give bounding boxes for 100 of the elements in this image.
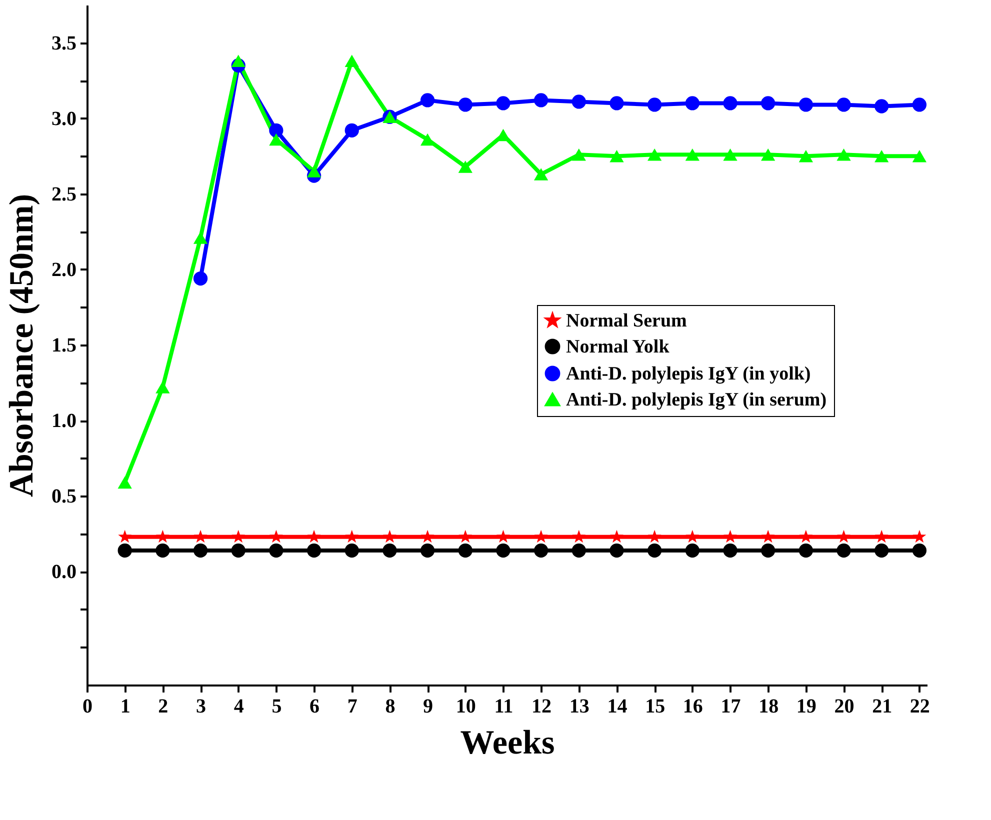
point bbox=[912, 150, 927, 162]
x-tick-label: 19 bbox=[796, 696, 816, 718]
x-tick-label: 10 bbox=[456, 696, 476, 718]
point bbox=[837, 530, 850, 543]
point bbox=[685, 148, 700, 161]
point bbox=[307, 530, 321, 543]
point bbox=[761, 96, 776, 110]
point bbox=[420, 543, 435, 558]
point bbox=[686, 530, 700, 543]
x-tick-label: 11 bbox=[494, 696, 514, 718]
x-axis-title: Weeks bbox=[460, 724, 555, 762]
x-tick-label: 21 bbox=[872, 696, 892, 718]
point bbox=[534, 168, 548, 180]
point bbox=[232, 530, 246, 543]
y-tick-label: 2.5 bbox=[52, 183, 76, 206]
point bbox=[344, 123, 359, 138]
x-tick-label: 9 bbox=[423, 696, 434, 718]
point bbox=[420, 133, 435, 146]
point bbox=[836, 543, 851, 558]
point bbox=[496, 543, 510, 558]
legend-label: Anti-D. polylepis IgY (in yolk) bbox=[566, 364, 811, 384]
point bbox=[193, 271, 208, 286]
point bbox=[610, 543, 624, 558]
y-tick-label: 1.0 bbox=[52, 410, 76, 432]
point bbox=[836, 148, 851, 161]
point bbox=[647, 148, 662, 161]
point bbox=[647, 543, 662, 558]
x-tick-label: 15 bbox=[645, 696, 666, 718]
point bbox=[572, 148, 586, 161]
point bbox=[269, 123, 284, 138]
point bbox=[761, 148, 776, 161]
point bbox=[723, 96, 738, 110]
point bbox=[193, 543, 208, 558]
point bbox=[685, 543, 700, 558]
y-tick-label: 2.0 bbox=[52, 258, 76, 281]
point bbox=[231, 543, 246, 558]
point bbox=[648, 530, 662, 543]
y-tick-label: 1.5 bbox=[52, 334, 76, 356]
point bbox=[345, 530, 359, 543]
point bbox=[118, 476, 132, 489]
point bbox=[572, 543, 586, 558]
point bbox=[874, 150, 889, 162]
point bbox=[610, 150, 624, 162]
point bbox=[724, 530, 737, 543]
point bbox=[798, 150, 813, 162]
point bbox=[685, 96, 700, 110]
point bbox=[382, 543, 397, 558]
point bbox=[761, 543, 776, 558]
point bbox=[572, 94, 586, 109]
point bbox=[382, 530, 396, 543]
point bbox=[420, 530, 434, 543]
point bbox=[761, 530, 775, 543]
point bbox=[194, 530, 208, 543]
point bbox=[118, 543, 132, 558]
x-tick-label: 0 bbox=[82, 696, 92, 718]
point bbox=[534, 530, 548, 543]
x-tick-label: 14 bbox=[607, 696, 628, 718]
point bbox=[156, 543, 170, 558]
point bbox=[458, 98, 472, 112]
legend-label: Normal Yolk bbox=[566, 336, 670, 358]
point bbox=[912, 530, 926, 543]
point bbox=[496, 96, 510, 110]
point bbox=[118, 530, 132, 543]
point bbox=[798, 98, 813, 112]
point bbox=[231, 54, 246, 68]
x-tick-label: 17 bbox=[720, 696, 741, 718]
point bbox=[874, 99, 889, 114]
point bbox=[269, 530, 283, 543]
point bbox=[420, 93, 435, 108]
x-tick-label: 2 bbox=[158, 696, 168, 718]
y-tick-label: 0.5 bbox=[52, 486, 76, 508]
point bbox=[610, 96, 624, 110]
x-tick-label: 1 bbox=[120, 696, 130, 718]
point bbox=[269, 543, 284, 558]
point bbox=[647, 98, 662, 112]
x-tick-label: 22 bbox=[910, 696, 930, 718]
point bbox=[306, 543, 322, 558]
x-tick-label: 16 bbox=[682, 696, 703, 718]
x-tick-label: 7 bbox=[347, 696, 358, 718]
point bbox=[912, 98, 927, 112]
point bbox=[458, 530, 472, 543]
point bbox=[874, 530, 888, 543]
x-tick-label: 20 bbox=[834, 696, 854, 718]
point bbox=[344, 54, 359, 68]
point bbox=[798, 543, 813, 558]
point bbox=[496, 530, 510, 543]
y-axis-title: Absorbance (450nm) bbox=[4, 194, 40, 498]
point bbox=[723, 543, 738, 558]
point bbox=[912, 543, 927, 558]
point bbox=[156, 530, 170, 543]
point bbox=[458, 160, 472, 173]
x-tick-label: 3 bbox=[196, 696, 206, 718]
x-tick-label: 4 bbox=[234, 696, 244, 718]
x-tick-label: 13 bbox=[569, 696, 590, 718]
point bbox=[306, 165, 322, 178]
point bbox=[874, 543, 889, 558]
point bbox=[458, 543, 472, 558]
point bbox=[534, 93, 548, 108]
y-tick-label: 3.5 bbox=[52, 32, 76, 54]
point bbox=[799, 530, 813, 543]
